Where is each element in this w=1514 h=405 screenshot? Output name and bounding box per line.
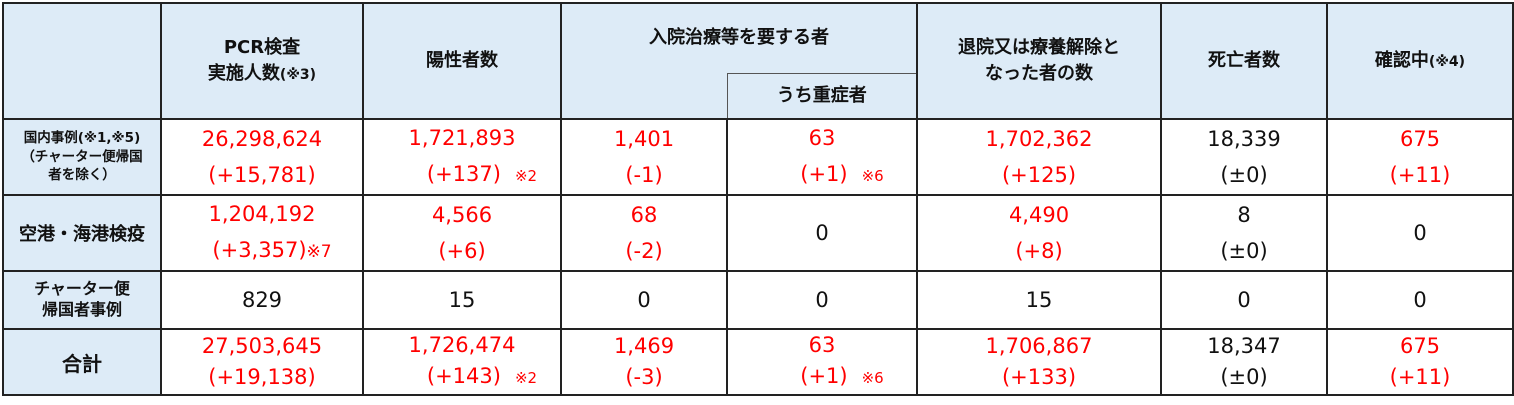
header-confirming: 確認中(※4)	[1326, 2, 1514, 120]
pcr-cell: 27,503,645 (+19,138)	[160, 328, 364, 396]
hospital-cell: 0	[560, 270, 728, 330]
header-severe: うち重症者	[726, 72, 918, 120]
deaths-cell: 18,347 (±0)	[1160, 328, 1328, 396]
header-deaths: 死亡者数	[1160, 2, 1328, 120]
confirming-cell: 0	[1326, 270, 1514, 330]
severe-cell: 0	[726, 270, 918, 330]
deaths-cell: 0	[1160, 270, 1328, 330]
severe-cell: 63 (+1) ※6	[726, 118, 918, 196]
table-row-charter: チャーター便 帰国者事例 829 15 0 0 15 0 0	[2, 270, 1514, 330]
table-row-total: 合計 27,503,645 (+19,138) 1,726,474 (+143) ※2…	[2, 328, 1514, 396]
row-label: チャーター便 帰国者事例	[2, 270, 162, 330]
confirming-cell: 675 (+11)	[1326, 118, 1514, 196]
discharged-cell: 4,490 (+8)	[916, 194, 1162, 272]
hospital-cell: 1,469 (-3)	[560, 328, 728, 396]
discharged-cell: 1,702,362 (+125)	[916, 118, 1162, 196]
pcr-cell: 829	[160, 270, 364, 330]
hospital-cell: 1,401 (-1)	[560, 118, 728, 196]
deaths-cell: 8 (±0)	[1160, 194, 1328, 272]
header-pcr: PCR検査 実施人数(※3)	[160, 2, 364, 120]
deaths-cell: 18,339 (±0)	[1160, 118, 1328, 196]
corner-header	[2, 2, 162, 120]
confirming-cell: 0	[1326, 194, 1514, 272]
hospital-cell: 68 (-2)	[560, 194, 728, 272]
covid-stats-table: PCR検査 実施人数(※3) 陽性者数 入院治療等を要する者 退院又は療養解除とな…	[2, 2, 1514, 396]
positive-cell: 4,566 (+6)	[362, 194, 562, 272]
severe-cell: 63 (+1) ※6	[726, 328, 918, 396]
table-row-quarantine: 空港・海港検疫 1,204,192 (+3,357)※7 4,566 (+6) 68…	[2, 194, 1514, 272]
severe-cell: 0	[726, 194, 918, 272]
header-positive: 陽性者数	[362, 2, 562, 120]
pcr-cell: 1,204,192 (+3,357)※7	[160, 194, 364, 272]
pcr-cell: 26,298,624 (+15,781)	[160, 118, 364, 196]
confirming-cell: 675 (+11)	[1326, 328, 1514, 396]
row-label: 国内事例(※1,※5) （チャーター便帰国 者を除く）	[2, 118, 162, 196]
table-row-domestic: 国内事例(※1,※5) （チャーター便帰国 者を除く） 26,298,624 (+15…	[2, 118, 1514, 196]
discharged-cell: 15	[916, 270, 1162, 330]
header-discharged: 退院又は療養解除と なった者の数	[916, 2, 1162, 120]
discharged-cell: 1,706,867 (+133)	[916, 328, 1162, 396]
positive-cell: 15	[362, 270, 562, 330]
row-label: 空港・海港検疫	[2, 194, 162, 272]
row-label: 合計	[2, 328, 162, 396]
header-hospital: 入院治療等を要する者	[560, 2, 918, 73]
positive-cell: 1,721,893 (+137) ※2	[362, 118, 562, 196]
positive-cell: 1,726,474 (+143) ※2	[362, 328, 562, 396]
